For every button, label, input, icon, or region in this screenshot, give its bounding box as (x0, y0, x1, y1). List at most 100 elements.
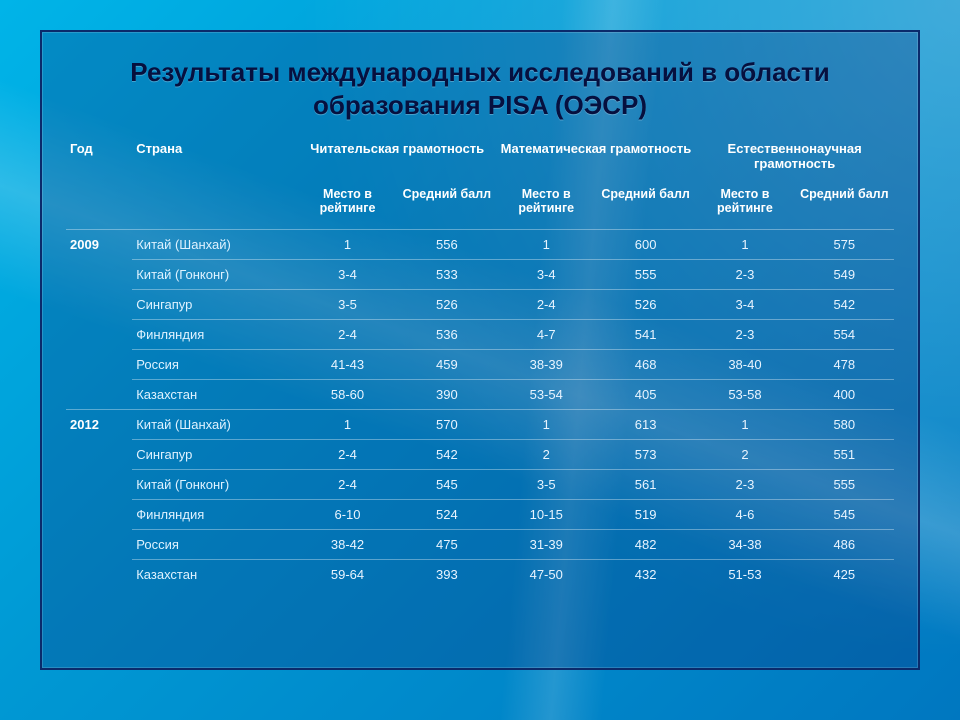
value-cell: 555 (596, 260, 695, 290)
value-cell: 561 (596, 470, 695, 500)
value-cell: 2 (497, 440, 596, 470)
value-cell: 555 (795, 470, 894, 500)
pisa-table-body: 2009Китай (Шанхай)155616001575Китай (Гон… (66, 230, 894, 590)
table-row: Сингапур2-454225732551 (66, 440, 894, 470)
value-cell: 3-5 (298, 290, 397, 320)
value-cell: 533 (397, 260, 496, 290)
country-cell: Китай (Гонконг) (132, 470, 298, 500)
country-cell: Китай (Шанхай) (132, 410, 298, 440)
country-cell: Россия (132, 350, 298, 380)
value-cell: 475 (397, 530, 496, 560)
value-cell: 541 (596, 320, 695, 350)
value-cell: 400 (795, 380, 894, 410)
table-row: 2012Китай (Шанхай)157016131580 (66, 410, 894, 440)
value-cell: 580 (795, 410, 894, 440)
value-cell: 41-43 (298, 350, 397, 380)
value-cell: 4-7 (497, 320, 596, 350)
value-cell: 53-54 (497, 380, 596, 410)
value-cell: 31-39 (497, 530, 596, 560)
value-cell: 613 (596, 410, 695, 440)
value-cell: 1 (695, 230, 794, 260)
value-cell: 47-50 (497, 560, 596, 590)
value-cell: 545 (397, 470, 496, 500)
country-cell: Финляндия (132, 320, 298, 350)
value-cell: 390 (397, 380, 496, 410)
value-cell: 4-6 (695, 500, 794, 530)
table-row: Россия41-4345938-3946838-40478 (66, 350, 894, 380)
country-cell: Казахстан (132, 380, 298, 410)
col-reading-rank: Место в рейтинге (298, 181, 397, 230)
col-reading-score: Средний балл (397, 181, 496, 230)
value-cell: 542 (795, 290, 894, 320)
value-cell: 2-3 (695, 470, 794, 500)
value-cell: 3-4 (695, 290, 794, 320)
year-cell: 2012 (66, 410, 132, 590)
table-row: Казахстан59-6439347-5043251-53425 (66, 560, 894, 590)
value-cell: 486 (795, 530, 894, 560)
table-row: Финляндия2-45364-75412-3554 (66, 320, 894, 350)
value-cell: 405 (596, 380, 695, 410)
value-cell: 34-38 (695, 530, 794, 560)
value-cell: 59-64 (298, 560, 397, 590)
value-cell: 2-4 (497, 290, 596, 320)
country-cell: Россия (132, 530, 298, 560)
slide-title: Результаты международных исследований в … (100, 56, 860, 121)
value-cell: 554 (795, 320, 894, 350)
value-cell: 468 (596, 350, 695, 380)
country-cell: Казахстан (132, 560, 298, 590)
value-cell: 2-3 (695, 320, 794, 350)
value-cell: 3-5 (497, 470, 596, 500)
col-group-science: Естественнонаучная грамотность (695, 137, 894, 181)
col-country: Страна (132, 137, 298, 230)
year-cell: 2009 (66, 230, 132, 410)
value-cell: 545 (795, 500, 894, 530)
value-cell: 3-4 (497, 260, 596, 290)
pisa-table: Год Страна Читательская грамотность Мате… (66, 137, 894, 589)
value-cell: 2-4 (298, 440, 397, 470)
value-cell: 1 (298, 230, 397, 260)
value-cell: 549 (795, 260, 894, 290)
table-row: Сингапур3-55262-45263-4542 (66, 290, 894, 320)
value-cell: 1 (497, 410, 596, 440)
value-cell: 536 (397, 320, 496, 350)
value-cell: 575 (795, 230, 894, 260)
table-row: 2009Китай (Шанхай)155616001575 (66, 230, 894, 260)
value-cell: 58-60 (298, 380, 397, 410)
value-cell: 1 (695, 410, 794, 440)
value-cell: 526 (397, 290, 496, 320)
value-cell: 3-4 (298, 260, 397, 290)
value-cell: 1 (497, 230, 596, 260)
value-cell: 526 (596, 290, 695, 320)
col-science-rank: Место в рейтинге (695, 181, 794, 230)
table-row: Финляндия6-1052410-155194-6545 (66, 500, 894, 530)
value-cell: 551 (795, 440, 894, 470)
value-cell: 524 (397, 500, 496, 530)
value-cell: 459 (397, 350, 496, 380)
value-cell: 10-15 (497, 500, 596, 530)
value-cell: 570 (397, 410, 496, 440)
value-cell: 482 (596, 530, 695, 560)
value-cell: 556 (397, 230, 496, 260)
value-cell: 519 (596, 500, 695, 530)
value-cell: 38-40 (695, 350, 794, 380)
country-cell: Финляндия (132, 500, 298, 530)
value-cell: 2-4 (298, 320, 397, 350)
value-cell: 2-4 (298, 470, 397, 500)
col-science-score: Средний балл (795, 181, 894, 230)
value-cell: 542 (397, 440, 496, 470)
value-cell: 600 (596, 230, 695, 260)
value-cell: 38-42 (298, 530, 397, 560)
value-cell: 432 (596, 560, 695, 590)
value-cell: 38-39 (497, 350, 596, 380)
col-group-reading: Читательская грамотность (298, 137, 497, 181)
col-math-score: Средний балл (596, 181, 695, 230)
value-cell: 53-58 (695, 380, 794, 410)
value-cell: 2 (695, 440, 794, 470)
value-cell: 2-3 (695, 260, 794, 290)
value-cell: 393 (397, 560, 496, 590)
table-row: Китай (Гонконг)2-45453-55612-3555 (66, 470, 894, 500)
table-row: Китай (Гонконг)3-45333-45552-3549 (66, 260, 894, 290)
value-cell: 51-53 (695, 560, 794, 590)
value-cell: 425 (795, 560, 894, 590)
value-cell: 6-10 (298, 500, 397, 530)
